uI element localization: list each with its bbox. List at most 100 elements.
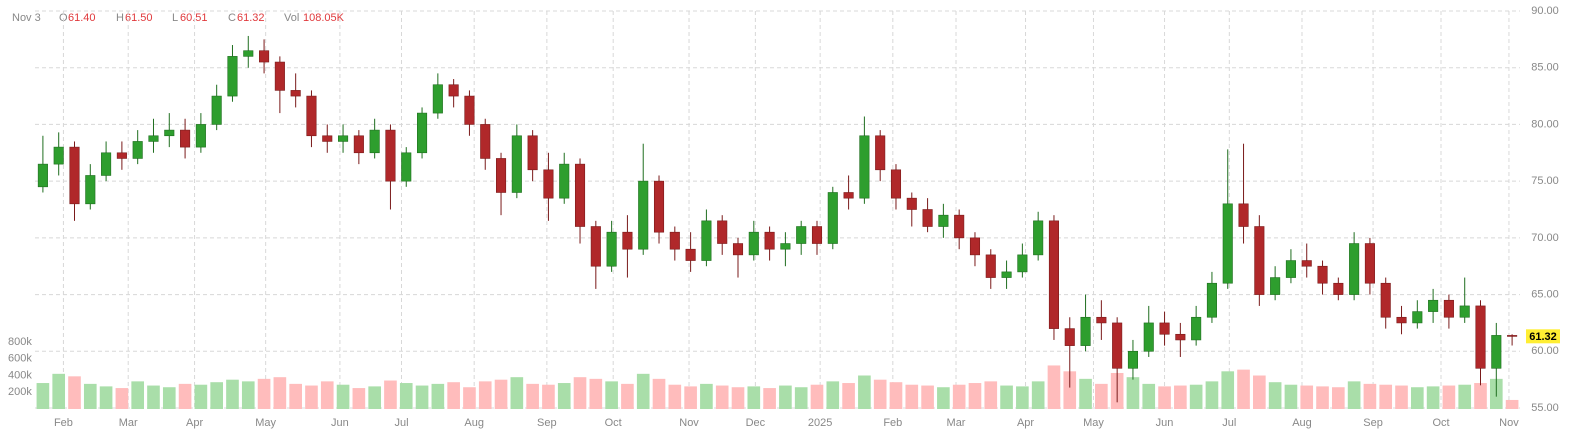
volume-bar [1142, 383, 1156, 409]
candle-body [638, 180, 649, 250]
x-tick-label: Aug [1292, 417, 1312, 429]
candle-body [69, 146, 80, 205]
x-tick-label: Apr [1017, 417, 1034, 429]
volume-bar [652, 378, 666, 409]
volume-bar [1174, 385, 1187, 409]
volume-tick-label: 600k [8, 353, 32, 365]
candle-body [717, 220, 728, 244]
x-tick-label: Mar [947, 417, 966, 429]
volume-bar [826, 381, 840, 409]
volume-bar [289, 383, 302, 409]
candle-body [590, 226, 601, 267]
x-tick-label: Oct [605, 417, 622, 429]
volume-bar [1016, 386, 1029, 409]
x-tick-label: Aug [464, 417, 484, 429]
candle-body [827, 192, 838, 244]
volume-bar [1095, 383, 1108, 409]
candle-body [527, 135, 538, 171]
volume-bar [763, 388, 776, 409]
candle-body [1349, 243, 1360, 295]
candle-body [480, 124, 491, 159]
x-tick-label: Feb [54, 417, 73, 429]
candle-body [101, 152, 112, 176]
candle-body [1222, 203, 1233, 284]
candle-body [653, 180, 665, 233]
x-tick-label: Jul [394, 417, 408, 429]
volume-bar [1189, 384, 1203, 409]
candle-body [685, 248, 696, 261]
volume-bar [226, 379, 239, 409]
volume-bar [1079, 378, 1092, 409]
candle-body [306, 95, 317, 137]
volume-bar [1047, 365, 1061, 409]
candle-body [1017, 254, 1028, 273]
candle-body [243, 50, 254, 57]
volume-tick-label: 400k [8, 369, 32, 381]
candle-body [432, 84, 443, 114]
volume-bar [494, 379, 508, 409]
candle-body [1380, 282, 1391, 318]
candle-body [401, 152, 412, 182]
candle-body [148, 135, 159, 142]
volume-bar [384, 380, 397, 409]
volume-bar [1379, 384, 1393, 409]
candle-body [1206, 282, 1217, 318]
volume-bar [968, 383, 982, 409]
volume-bar [1410, 387, 1424, 409]
candle-body [195, 124, 206, 148]
candle-body [417, 112, 428, 154]
x-tick-label: Nov [1499, 417, 1519, 429]
candles [37, 35, 1518, 403]
volume-bar [684, 386, 697, 409]
volume-bar [178, 383, 192, 409]
volume-bar [1284, 384, 1298, 409]
candle-body [906, 197, 917, 210]
volume-bar [131, 381, 145, 409]
volume-bar [431, 383, 445, 409]
volume-bar [794, 387, 808, 409]
volume-bar [1347, 381, 1361, 409]
volume-bar [621, 383, 634, 409]
candle-body [353, 135, 364, 154]
volume-bar [305, 385, 318, 409]
volume-bar [352, 388, 366, 409]
volume-bar [1395, 385, 1408, 409]
x-tick-label: Feb [883, 417, 902, 429]
candle-body [53, 146, 64, 165]
candle-body [890, 169, 902, 199]
candle-body [85, 175, 96, 205]
volume-bar [1063, 371, 1077, 409]
candle-body [922, 209, 933, 227]
candle-body [1064, 328, 1075, 346]
candle-body [369, 129, 380, 154]
x-tick-label: Jul [1222, 417, 1236, 429]
volume-bar [68, 376, 81, 409]
candle-body [1317, 265, 1328, 284]
candle-body [938, 214, 949, 227]
volume-bar [715, 385, 729, 409]
x-tick-label: Oct [1432, 417, 1449, 429]
volume-bar [1316, 386, 1329, 409]
candle-body [1112, 322, 1123, 369]
volume-bar [700, 383, 713, 409]
x-tick-label: Dec [746, 417, 766, 429]
x-tick-label: 2025 [808, 417, 832, 429]
header: Nov 3 O 61.40 H 61.50 L 60.51 C 61.32 Vo… [12, 12, 345, 24]
volume-bar [510, 377, 524, 409]
volume-bar [731, 387, 745, 409]
low-value: 60.51 [180, 12, 208, 24]
candle-body [1428, 299, 1439, 312]
candle-body [574, 163, 586, 227]
y-tick-label: 65.00 [1531, 288, 1559, 300]
volume-bar [526, 383, 539, 409]
volume-bar [447, 382, 460, 409]
volume-bar [1000, 385, 1013, 409]
candle-body [859, 135, 870, 199]
high-value: 61.50 [125, 12, 153, 24]
candle-body [701, 220, 712, 261]
candle-body [1396, 316, 1407, 324]
candle-body [1143, 322, 1154, 352]
candle-body [1033, 220, 1044, 256]
volume-bar [1268, 382, 1282, 409]
y-tick-label: 75.00 [1531, 175, 1559, 187]
